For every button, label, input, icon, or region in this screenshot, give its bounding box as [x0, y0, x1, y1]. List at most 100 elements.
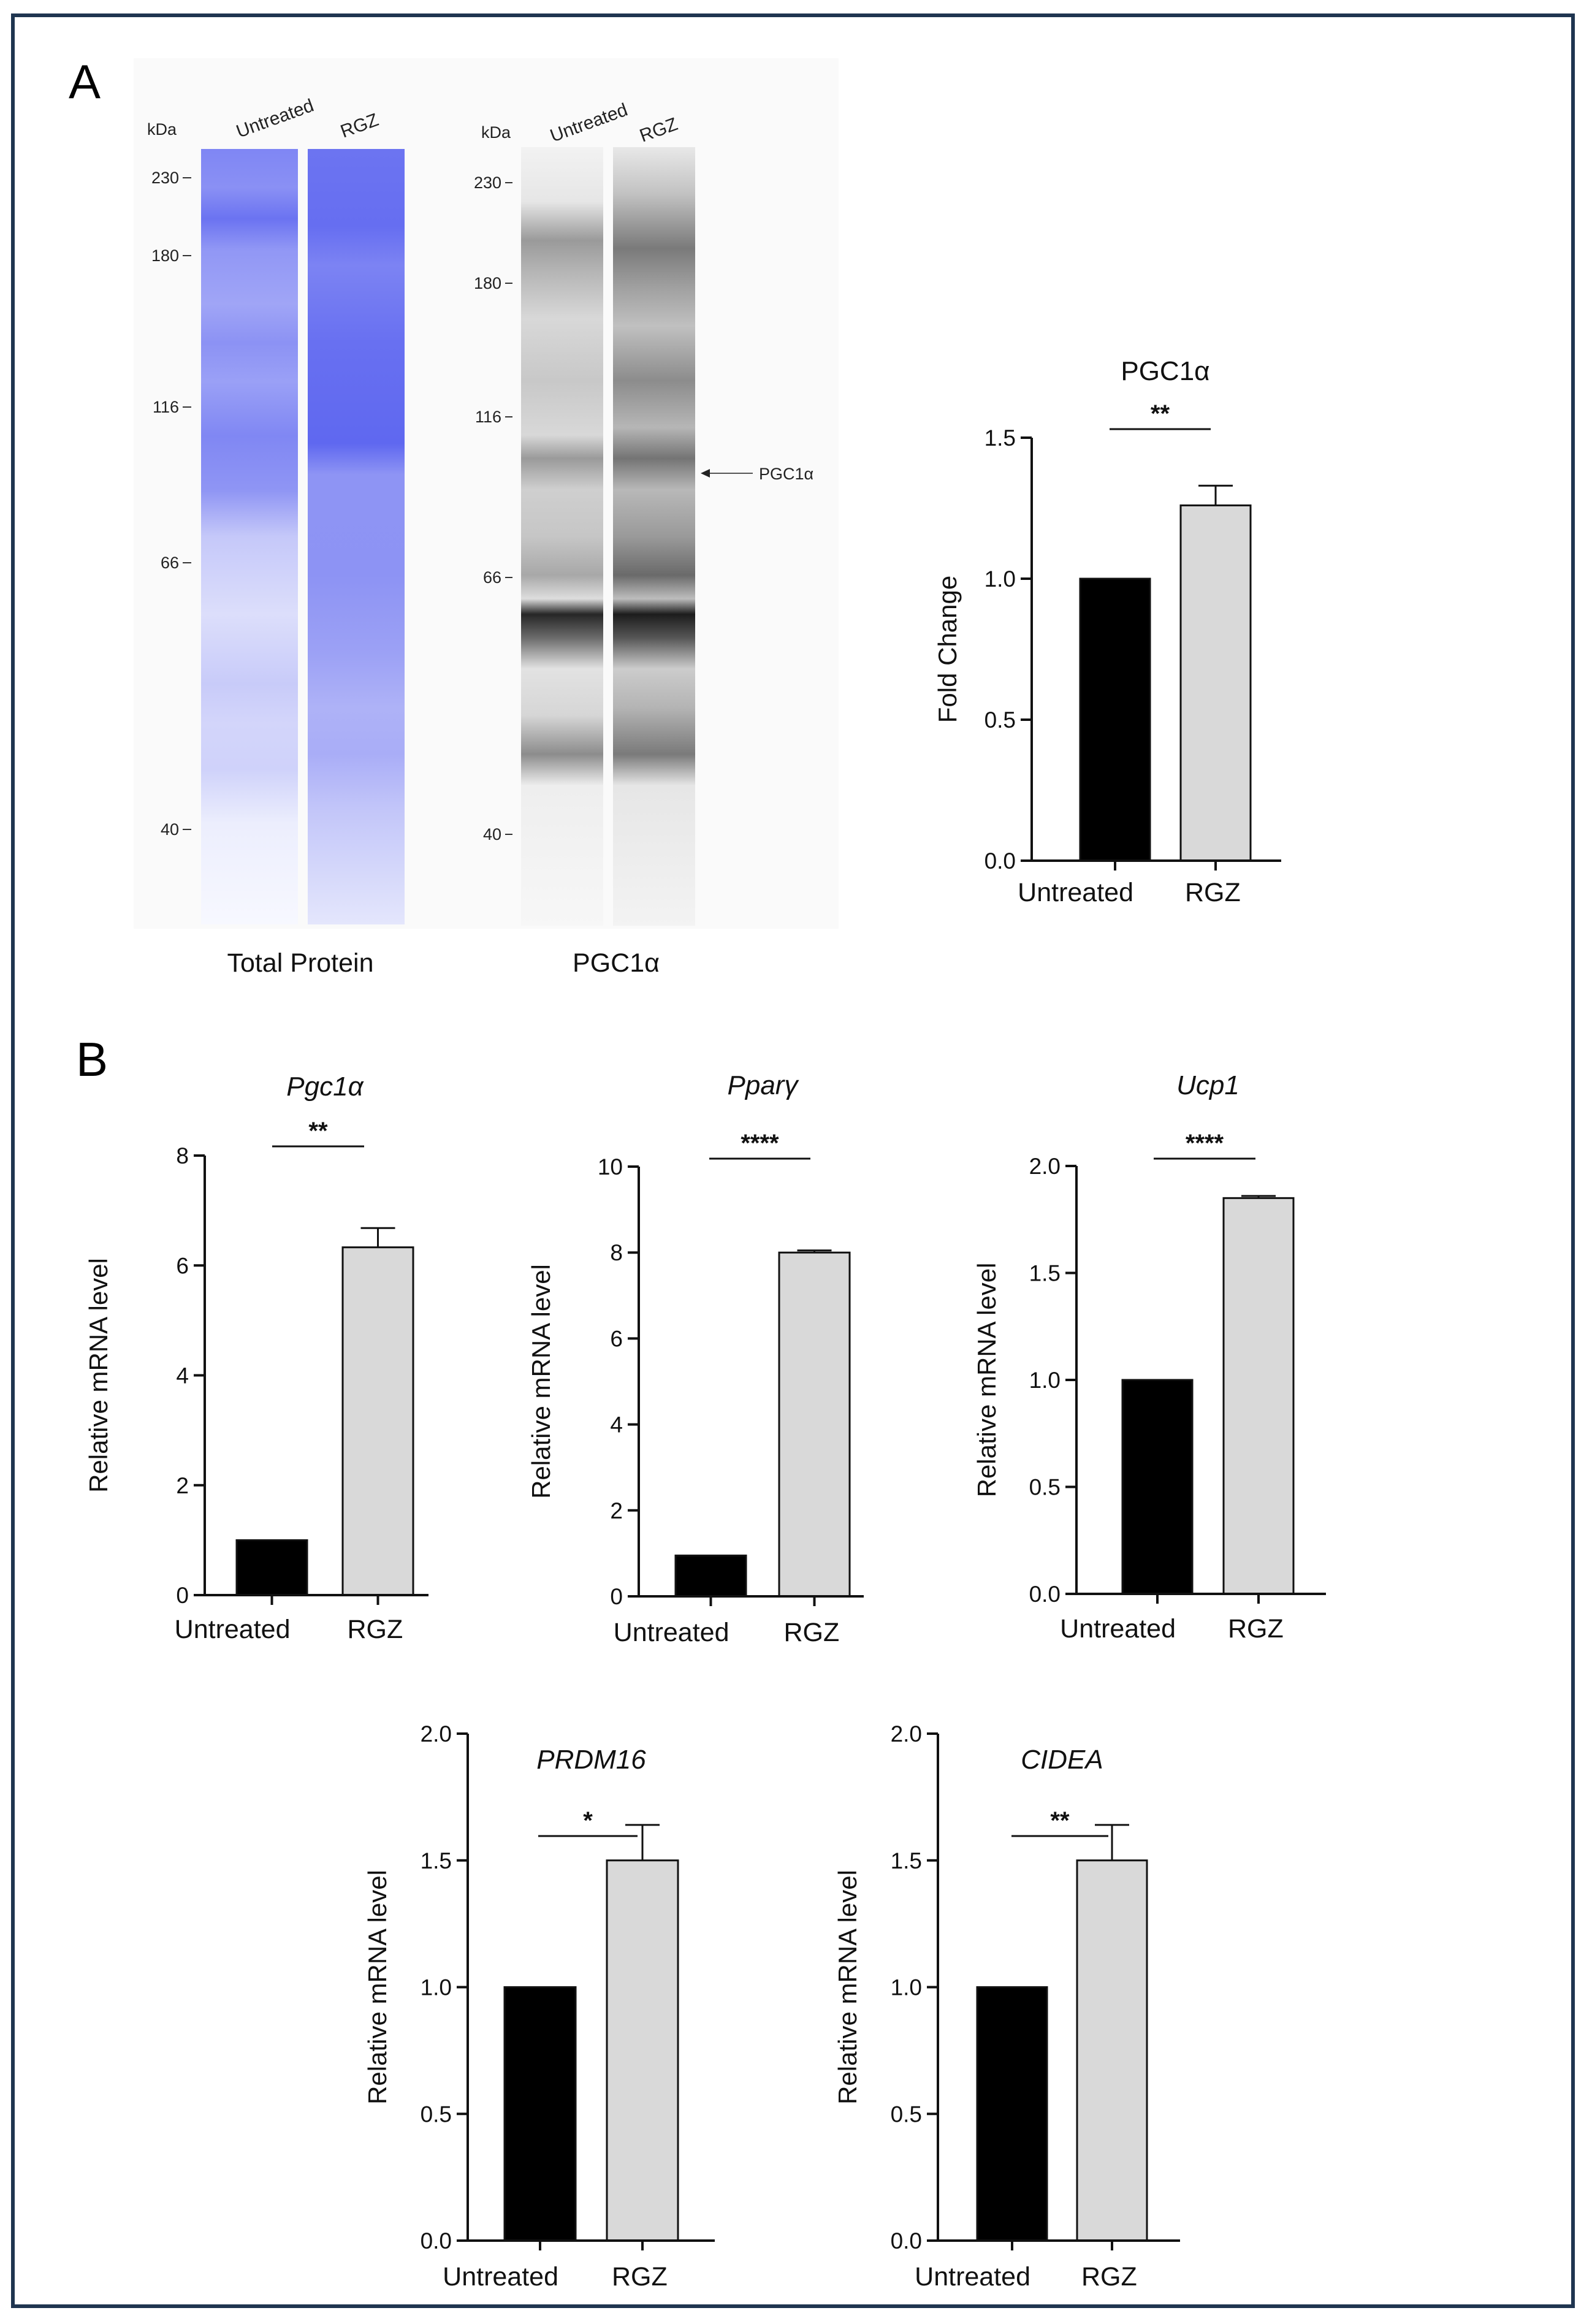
- chart-ucp1-mrna: Ucp1 **** 0.0 0.5 1.0 1.5 2.0 Relative mRNA lev…: [972, 1070, 1326, 1644]
- x-tick-label-untreated: Untreated: [1060, 1614, 1176, 1644]
- x-tick-label-untreated: Untreated: [614, 1618, 729, 1647]
- chart-pgc1a-protein: PGC1α ** 0.0 0.5 1.0 1.5 Fold Change Untreated R…: [933, 356, 1281, 907]
- y-tick-label: 2.0: [421, 1721, 452, 1747]
- x-tick-label-untreated: Untreated: [443, 2262, 558, 2292]
- kda-label-pgc1a: kDa: [481, 123, 511, 142]
- y-axis-label: Relative mRNA level: [363, 1870, 392, 2105]
- chart-title: Ucp1: [1176, 1070, 1240, 1100]
- significance-label: ****: [741, 1130, 779, 1157]
- y-tick-label: 1.0: [1029, 1368, 1061, 1393]
- x-tick-label-rgz: RGZ: [348, 1615, 403, 1644]
- y-tick-label: 2: [610, 1498, 623, 1523]
- y-tick-label: 0.0: [891, 2228, 922, 2254]
- y-tick-label: 1.5: [421, 1848, 452, 1873]
- panel-label-b: B: [76, 1032, 108, 1086]
- y-tick-label: 6: [610, 1326, 623, 1351]
- bar-rgz: [606, 1859, 679, 2242]
- y-tick-label: 4: [610, 1412, 623, 1438]
- bar-rgz: [341, 1246, 414, 1596]
- bar-untreated: [235, 1539, 308, 1596]
- y-tick-label: 8: [610, 1240, 623, 1265]
- marker-66-pgc1a: 66: [483, 568, 501, 587]
- bar-untreated: [1079, 577, 1151, 862]
- chart-title: PGC1α: [1121, 356, 1209, 386]
- x-tick-label-untreated: Untreated: [1018, 878, 1133, 907]
- y-tick-label: 0.0: [1029, 1582, 1061, 1607]
- chart-title: Pgc1α: [286, 1072, 364, 1102]
- pgc1a-blot: kDa Untreated RGZ 230 180 116 66 40 PGC1…: [474, 100, 813, 978]
- caption-pgc1a: PGC1α: [573, 948, 660, 978]
- y-tick-label: 2: [176, 1473, 189, 1498]
- bar-untreated: [1121, 1379, 1194, 1595]
- y-tick-label: 8: [176, 1143, 189, 1168]
- panel-label-a: A: [69, 55, 101, 109]
- y-tick-label: 1.0: [421, 1975, 452, 2000]
- x-tick-label-rgz: RGZ: [784, 1618, 840, 1647]
- y-tick-label: 1.0: [891, 1975, 922, 2000]
- chart-title: Pparγ: [728, 1070, 800, 1100]
- significance-label: *: [583, 1807, 593, 1834]
- marker-66-total: 66: [161, 554, 179, 572]
- y-tick-label: 2.0: [891, 1721, 922, 1747]
- y-tick-label: 1.5: [891, 1848, 922, 1873]
- marker-180-pgc1a: 180: [474, 274, 501, 292]
- lane-untreated-pgc1a: [521, 147, 603, 926]
- pgc1a-arrow-label: PGC1α: [759, 465, 813, 483]
- chart-title: CIDEA: [1021, 1745, 1103, 1775]
- y-axis-label: Relative mRNA level: [972, 1263, 1001, 1498]
- x-tick-label-rgz: RGZ: [612, 2262, 668, 2292]
- x-tick-label-rgz: RGZ: [1228, 1614, 1284, 1644]
- y-tick-label: 0: [610, 1584, 623, 1609]
- y-tick-label: 0.0: [421, 2228, 452, 2254]
- significance-label: **: [1151, 400, 1170, 427]
- chart-title: PRDM16: [536, 1745, 646, 1775]
- bar-untreated: [674, 1554, 747, 1598]
- x-tick-label-untreated: Untreated: [915, 2262, 1030, 2292]
- significance-label: **: [308, 1118, 328, 1145]
- y-tick-label: 0.0: [985, 848, 1016, 874]
- bar-rgz: [778, 1251, 851, 1598]
- y-tick-label: 10: [598, 1154, 623, 1179]
- lane-rgz-pgc1a: [613, 147, 695, 926]
- lane-rgz-total: [308, 149, 405, 924]
- y-tick-label: 0.5: [985, 707, 1016, 733]
- chart-prdm16-mrna: PRDM16 * 0.0 0.5 1.0 1.5 2.0 Relative mRNA leve…: [363, 1721, 715, 2292]
- marker-116-total: 116: [153, 398, 179, 416]
- bar-rgz: [1179, 504, 1252, 862]
- x-tick-label-rgz: RGZ: [1081, 2262, 1137, 2292]
- y-tick-label: 0.5: [1029, 1475, 1061, 1500]
- lane-untreated-total: [201, 149, 298, 924]
- y-axis-label: Relative mRNA level: [833, 1870, 862, 2105]
- y-tick-label: 0: [176, 1583, 189, 1608]
- y-tick-label: 4: [176, 1363, 189, 1389]
- total-protein-blot: kDa Untreated RGZ 230 180 116 66 40 Tota…: [134, 58, 839, 978]
- y-tick-label: 1.5: [985, 425, 1016, 451]
- x-tick-label-untreated: Untreated: [175, 1615, 291, 1644]
- significance-label: ****: [1186, 1130, 1224, 1157]
- marker-230-pgc1a: 230: [474, 173, 501, 192]
- bar-untreated: [976, 1986, 1048, 2242]
- figure-frame: [11, 13, 1575, 2308]
- marker-116-pgc1a: 116: [475, 408, 501, 426]
- y-tick-label: 6: [176, 1253, 189, 1278]
- significance-label: **: [1050, 1807, 1070, 1834]
- bar-rgz: [1222, 1197, 1295, 1595]
- marker-230-total: 230: [151, 169, 179, 187]
- chart-cidea-mrna: CIDEA ** 0.0 0.5 1.0 1.5 2.0 Relative mRNA leve…: [833, 1721, 1180, 2292]
- y-tick-label: 1.5: [1029, 1261, 1061, 1286]
- y-tick-label: 0.5: [421, 2101, 452, 2127]
- marker-40-pgc1a: 40: [483, 825, 501, 844]
- bar-untreated: [503, 1986, 577, 2242]
- marker-180-total: 180: [151, 246, 179, 265]
- caption-total-protein: Total Protein: [227, 948, 373, 978]
- pgc1a-arrow-icon: [701, 469, 710, 478]
- y-tick-label: 1.0: [985, 566, 1016, 592]
- chart-ppary-mrna: Pparγ **** 0 2 4 6 8 10 Relative mRNA level Untre…: [527, 1070, 864, 1647]
- chart-pgc1a-mrna: Pgc1α ** 0 2 4 6 8 Relative mRNA level Untreated…: [84, 1072, 428, 1644]
- kda-label-total: kDa: [147, 120, 177, 139]
- x-tick-label-rgz: RGZ: [1185, 878, 1241, 907]
- y-axis-label: Fold Change: [933, 576, 962, 723]
- y-tick-label: 2.0: [1029, 1154, 1061, 1179]
- y-axis-label: Relative mRNA level: [527, 1264, 555, 1499]
